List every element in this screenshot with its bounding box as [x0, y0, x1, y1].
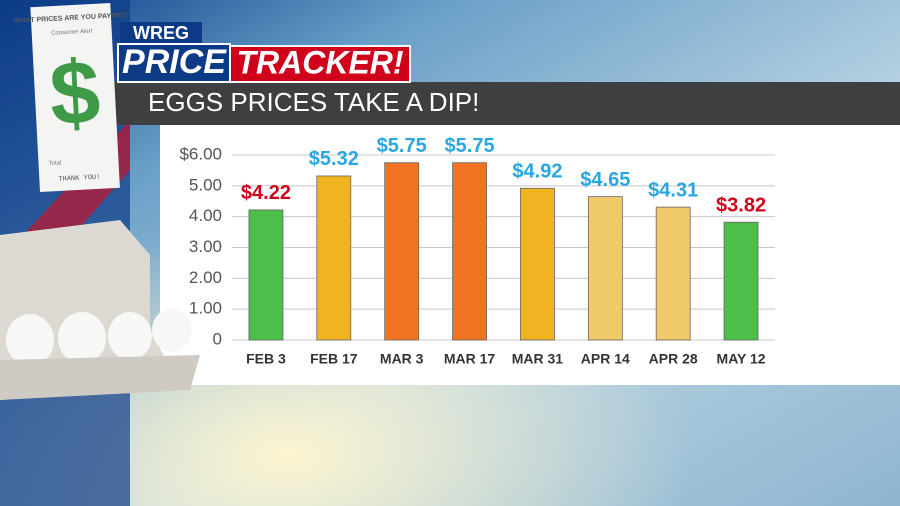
y-tick-label: $6.00: [179, 144, 222, 163]
value-label: $4.65: [580, 169, 630, 191]
x-tick-label: MAR 31: [512, 351, 564, 367]
bar: [520, 187, 555, 341]
y-tick-label: 5.00: [189, 175, 222, 194]
bar: [452, 162, 487, 341]
receipt-symbol: $: [47, 43, 102, 145]
brand-right-box: [229, 45, 411, 83]
bar: [655, 206, 691, 341]
x-tick-label: APR 28: [649, 351, 698, 367]
bar: [587, 196, 623, 341]
x-tick-label: MAY 12: [717, 351, 766, 367]
receipt-subtitle: Consumer Alert: [51, 29, 93, 37]
carton-base: [0, 355, 200, 400]
value-label: $3.82: [716, 194, 766, 216]
headline-bar: [110, 82, 900, 125]
x-tick-label: FEB 3: [246, 351, 286, 367]
receipt: WHAT PRICES ARE YOU PAYING? Consumer Ale…: [14, 3, 128, 192]
y-tick-label: 4.00: [189, 206, 222, 225]
receipt-thanks: THANK YOU!: [58, 174, 100, 184]
station: WREG: [133, 23, 189, 43]
egg: [58, 312, 106, 364]
value-label: $4.31: [648, 179, 698, 201]
value-label: $5.32: [309, 148, 359, 170]
y-tick-label: 0: [213, 329, 222, 348]
x-tick-label: MAR 3: [380, 351, 424, 367]
bar: [316, 175, 352, 341]
y-tick-label: 2.00: [189, 268, 222, 287]
egg-carton: [0, 220, 200, 400]
value-label: $5.75: [377, 135, 427, 157]
x-tick-label: MAR 17: [444, 351, 496, 367]
brand-left-box: [117, 43, 231, 83]
bar: [248, 209, 284, 341]
headline: EGGS PRICES TAKE A DIP!: [148, 87, 479, 117]
receipt-paper: [30, 3, 120, 192]
y-tick-label: 1.00: [189, 299, 222, 318]
brand-left: PRICE: [122, 43, 227, 81]
brand-right: TRACKER!: [236, 44, 403, 80]
bar: [723, 221, 759, 341]
value-label: $4.92: [512, 161, 562, 183]
receipt-total: Total: [48, 160, 61, 167]
x-tick-label: FEB 17: [310, 351, 358, 367]
value-label: $5.75: [445, 135, 495, 157]
egg: [108, 312, 152, 360]
station-box: [120, 22, 202, 44]
bar: [384, 162, 420, 341]
egg: [152, 308, 192, 352]
egg: [6, 314, 54, 366]
y-tick-label: 3.00: [189, 237, 222, 256]
x-tick-label: APR 14: [581, 351, 630, 367]
value-label: $4.22: [241, 182, 291, 204]
